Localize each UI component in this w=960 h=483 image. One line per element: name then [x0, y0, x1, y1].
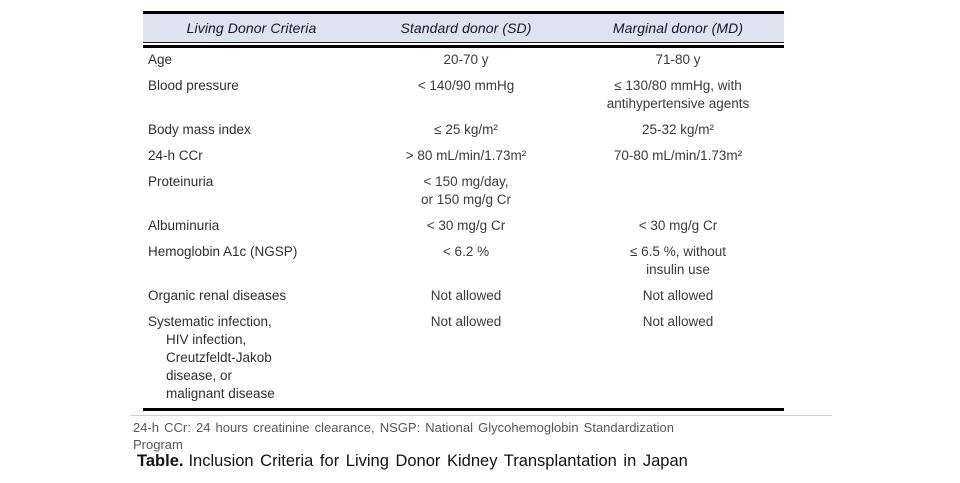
cell-line: 71-80 y: [655, 52, 701, 67]
cell-line: ≤ 25 kg/m²: [434, 122, 498, 137]
caption-text: Inclusion Criteria for Living Donor Kidn…: [188, 452, 688, 470]
standard-donor-cell: 20-70 y: [360, 51, 572, 69]
criteria-cell: Proteinuria: [143, 173, 360, 209]
cell-line: Not allowed: [430, 288, 502, 303]
standard-donor-cell: < 150 mg/day, or 150 mg/g Cr: [360, 173, 572, 209]
cell-line: Albuminuria: [148, 218, 220, 233]
cell-line: < 30 mg/g Cr: [426, 218, 506, 233]
criteria-cell: 24-h CCr: [143, 147, 360, 165]
table-header-row: Living Donor Criteria Standard donor (SD…: [143, 14, 784, 43]
cell-line: Age: [148, 52, 173, 67]
header-living-donor-criteria: Living Donor Criteria: [186, 20, 317, 36]
table-row: Systematic infection, HIV infection, Creut…: [143, 310, 784, 408]
table-row: Blood pressure < 140/90 mmHg ≤ 130/80 mm…: [143, 74, 784, 118]
caption-label: Table.: [137, 452, 184, 470]
cell-line: Creutzfeldt-Jakob: [166, 350, 272, 365]
cell-line: 24-h CCr: [148, 148, 203, 163]
table-row: Organic renal diseases Not allowed Not a…: [143, 284, 784, 310]
standard-donor-cell: ≤ 25 kg/m²: [360, 121, 572, 139]
cell-line: Body mass index: [148, 122, 251, 137]
header-marginal-donor: Marginal donor (MD): [612, 20, 744, 36]
footnote-divider: [130, 415, 832, 416]
marginal-donor-cell: ≤ 130/80 mmHg, with antihypertensive agen…: [572, 77, 784, 113]
cell-line: ≤ 6.5 %, without: [630, 244, 726, 259]
cell-line: < 30 mg/g Cr: [638, 218, 718, 233]
cell-line: malignant disease: [166, 386, 275, 401]
cell-line: < 150 mg/day,: [423, 174, 509, 189]
criteria-cell: Age: [143, 51, 360, 69]
table-row: Age 20-70 y 71-80 y: [143, 48, 784, 74]
table-row: Hemoglobin A1c (NGSP) < 6.2 % ≤ 6.5 %, w…: [143, 240, 784, 284]
criteria-cell: Blood pressure: [143, 77, 360, 113]
cell-line: insulin use: [646, 262, 710, 277]
standard-donor-cell: Not allowed: [360, 287, 572, 305]
cell-line: ≤ 130/80 mmHg, with: [614, 78, 742, 93]
standard-donor-cell: < 140/90 mmHg: [360, 77, 572, 113]
cell-line: Blood pressure: [148, 78, 239, 93]
marginal-donor-cell: Not allowed: [572, 313, 784, 403]
cell-line: Systematic infection,: [148, 314, 272, 329]
marginal-donor-cell: 70-80 mL/min/1.73m²: [572, 147, 784, 165]
standard-donor-cell: < 6.2 %: [360, 243, 572, 279]
cell-line: antihypertensive agents: [606, 96, 750, 111]
table-caption: Table. Inclusion Criteria for Living Dono…: [137, 452, 857, 471]
cell-line: HIV infection,: [166, 332, 247, 347]
cell-line: Hemoglobin A1c (NGSP): [148, 244, 298, 259]
header-bottom-rule: [143, 45, 784, 48]
marginal-donor-cell: Not allowed: [572, 287, 784, 305]
standard-donor-cell: < 30 mg/g Cr: [360, 217, 572, 235]
table-footnote: 24-h CCr: 24 hours creatinine clearance,…: [133, 419, 773, 453]
cell-line: < 140/90 mmHg: [417, 78, 515, 93]
marginal-donor-cell: 25-32 kg/m²: [572, 121, 784, 139]
table-row: 24-h CCr > 80 mL/min/1.73m² 70-80 mL/min…: [143, 144, 784, 170]
marginal-donor-cell: < 30 mg/g Cr: [572, 217, 784, 235]
cell-line: > 80 mL/min/1.73m²: [405, 148, 527, 163]
cell-line: Not allowed: [642, 314, 714, 329]
cell-line: 20-70 y: [443, 52, 489, 67]
cell-line: 70-80 mL/min/1.73m²: [613, 148, 743, 163]
cell-line: Proteinuria: [148, 174, 214, 189]
standard-donor-cell: Not allowed: [360, 313, 572, 403]
cell-line: Not allowed: [430, 314, 502, 329]
footnote-line-1: 24-h CCr: 24 hours creatinine clearance,…: [133, 420, 675, 435]
cell-line: < 6.2 %: [442, 244, 490, 259]
criteria-cell: Systematic infection, HIV infection, Creut…: [143, 313, 360, 403]
criteria-cell: Organic renal diseases: [143, 287, 360, 305]
table-row: Proteinuria < 150 mg/day, or 150 mg/g Cr: [143, 170, 784, 214]
marginal-donor-cell: ≤ 6.5 %, without insulin use: [572, 243, 784, 279]
header-standard-donor: Standard donor (SD): [400, 20, 532, 36]
criteria-cell: Body mass index: [143, 121, 360, 139]
criteria-cell: Hemoglobin A1c (NGSP): [143, 243, 360, 279]
marginal-donor-cell: [572, 173, 784, 209]
table-row: Body mass index ≤ 25 kg/m² 25-32 kg/m²: [143, 118, 784, 144]
cell-line: disease, or: [166, 368, 233, 383]
cell-line: or 150 mg/g Cr: [420, 192, 512, 207]
standard-donor-cell: > 80 mL/min/1.73m²: [360, 147, 572, 165]
footnote-line-2: Program: [133, 437, 183, 452]
cell-line: Not allowed: [642, 288, 714, 303]
marginal-donor-cell: 71-80 y: [572, 51, 784, 69]
cell-line: 25-32 kg/m²: [641, 122, 715, 137]
table-row: Albuminuria < 30 mg/g Cr < 30 mg/g Cr: [143, 214, 784, 240]
cell-line: Organic renal diseases: [148, 288, 287, 303]
criteria-table: Living Donor Criteria Standard donor (SD…: [143, 11, 784, 411]
table-body: Age 20-70 y 71-80 y Blood pressure < 140…: [143, 48, 784, 408]
criteria-cell: Albuminuria: [143, 217, 360, 235]
